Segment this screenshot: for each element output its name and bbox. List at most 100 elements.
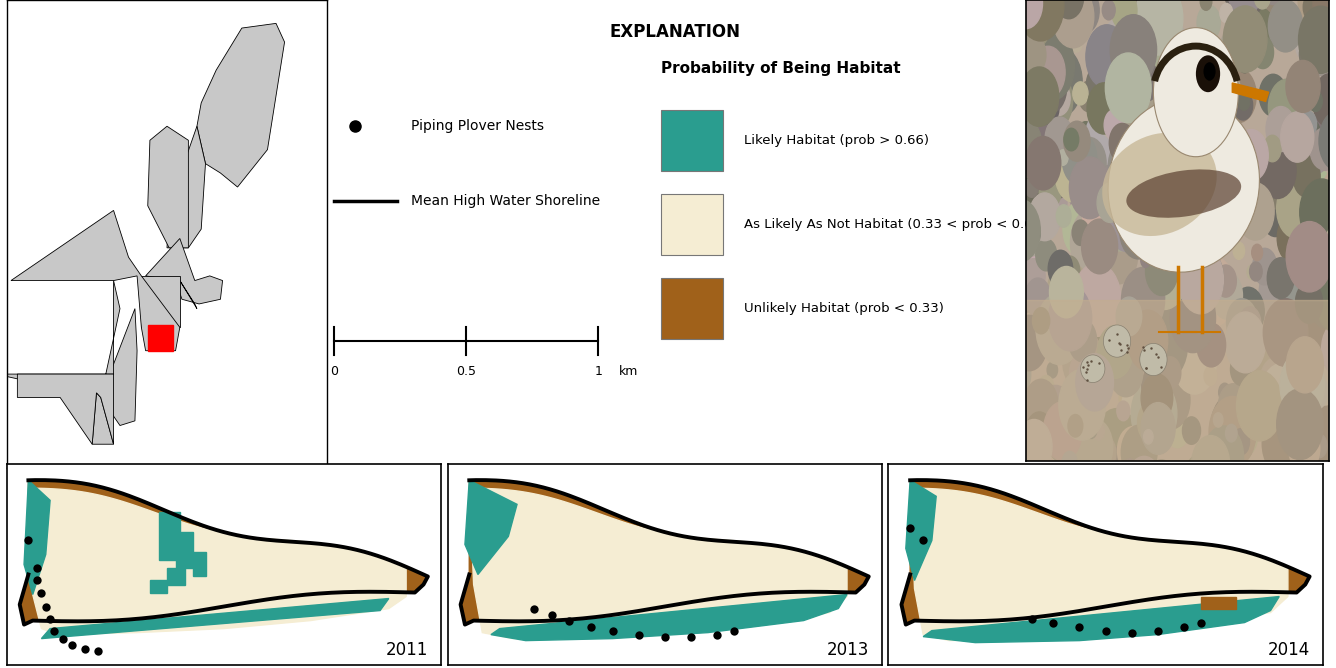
Circle shape <box>1062 321 1082 352</box>
Circle shape <box>1196 59 1213 86</box>
Circle shape <box>1063 121 1090 161</box>
Circle shape <box>1312 286 1336 328</box>
Circle shape <box>1268 259 1292 296</box>
Circle shape <box>1070 207 1118 279</box>
Polygon shape <box>1201 597 1236 609</box>
Circle shape <box>1152 371 1190 429</box>
Circle shape <box>1050 37 1065 60</box>
Circle shape <box>1304 115 1336 163</box>
Polygon shape <box>41 599 389 639</box>
Circle shape <box>1301 120 1320 149</box>
Circle shape <box>1178 245 1224 314</box>
Circle shape <box>1093 423 1105 440</box>
Circle shape <box>1218 400 1241 434</box>
Circle shape <box>1287 60 1320 112</box>
Circle shape <box>1058 150 1067 166</box>
Polygon shape <box>902 480 1309 625</box>
Circle shape <box>1029 160 1039 177</box>
Circle shape <box>1014 0 1033 25</box>
Circle shape <box>1092 57 1104 76</box>
Circle shape <box>1299 6 1336 73</box>
Circle shape <box>1017 41 1046 86</box>
Circle shape <box>1197 323 1225 367</box>
Circle shape <box>1210 393 1257 464</box>
Circle shape <box>1308 91 1323 112</box>
Circle shape <box>1185 330 1194 345</box>
Circle shape <box>1218 383 1248 430</box>
Text: As Likely As Not Habitat (0.33 < prob < 0.66): As Likely As Not Habitat (0.33 < prob < … <box>744 218 1046 231</box>
Circle shape <box>1233 242 1245 259</box>
Circle shape <box>1141 253 1150 267</box>
Circle shape <box>1025 177 1038 197</box>
Circle shape <box>1198 187 1216 214</box>
Circle shape <box>1088 83 1121 134</box>
Circle shape <box>1176 171 1217 235</box>
Circle shape <box>1311 241 1328 267</box>
Circle shape <box>1280 351 1324 419</box>
Circle shape <box>1281 317 1295 336</box>
Circle shape <box>1196 67 1213 94</box>
Circle shape <box>1142 241 1188 311</box>
Circle shape <box>1092 435 1116 471</box>
Circle shape <box>1102 0 1116 20</box>
Circle shape <box>1027 411 1053 450</box>
Circle shape <box>1156 185 1174 213</box>
Circle shape <box>1011 315 1047 371</box>
Circle shape <box>1104 110 1125 140</box>
Circle shape <box>1149 460 1174 498</box>
Circle shape <box>1323 220 1336 287</box>
Circle shape <box>1085 110 1121 165</box>
Circle shape <box>1128 456 1161 508</box>
Circle shape <box>1141 46 1184 111</box>
Circle shape <box>1242 7 1276 57</box>
Circle shape <box>1210 67 1240 114</box>
Circle shape <box>1027 29 1074 101</box>
Circle shape <box>1204 62 1216 81</box>
Circle shape <box>1031 61 1066 114</box>
Circle shape <box>1300 37 1321 71</box>
Circle shape <box>1218 156 1244 193</box>
Circle shape <box>1145 246 1178 295</box>
Circle shape <box>1238 93 1249 110</box>
Circle shape <box>1204 335 1220 359</box>
Circle shape <box>1237 371 1283 441</box>
Circle shape <box>1069 302 1105 357</box>
Circle shape <box>1141 309 1188 381</box>
Circle shape <box>1296 282 1323 323</box>
Circle shape <box>1025 222 1041 245</box>
Circle shape <box>1281 431 1295 451</box>
Circle shape <box>1100 447 1132 496</box>
Circle shape <box>1079 398 1098 426</box>
Circle shape <box>1031 46 1065 98</box>
Circle shape <box>1264 299 1308 367</box>
Text: Unlikely Habitat (prob < 0.33): Unlikely Habitat (prob < 0.33) <box>744 302 945 315</box>
Text: Mean High Water Shoreline: Mean High Water Shoreline <box>410 194 600 208</box>
Circle shape <box>1312 366 1336 405</box>
Circle shape <box>1267 106 1296 152</box>
Polygon shape <box>92 393 114 444</box>
Circle shape <box>1181 278 1193 295</box>
Circle shape <box>1118 0 1150 26</box>
Circle shape <box>1276 293 1300 327</box>
Circle shape <box>1260 74 1287 116</box>
Circle shape <box>1053 0 1094 48</box>
Polygon shape <box>28 480 406 635</box>
Polygon shape <box>100 309 138 426</box>
Circle shape <box>1098 325 1133 378</box>
Circle shape <box>1003 13 1037 65</box>
Circle shape <box>1082 200 1104 232</box>
Circle shape <box>1002 116 1042 178</box>
Circle shape <box>1105 180 1152 252</box>
Circle shape <box>1073 263 1121 337</box>
Circle shape <box>1259 258 1308 331</box>
Polygon shape <box>910 480 1288 641</box>
Circle shape <box>1129 344 1170 406</box>
Ellipse shape <box>1081 355 1105 383</box>
Circle shape <box>1078 81 1100 112</box>
Circle shape <box>1255 0 1268 2</box>
Circle shape <box>1271 331 1293 367</box>
Text: 2014: 2014 <box>1268 641 1309 659</box>
Circle shape <box>1105 19 1129 55</box>
Circle shape <box>1022 259 1045 293</box>
Polygon shape <box>17 374 114 444</box>
